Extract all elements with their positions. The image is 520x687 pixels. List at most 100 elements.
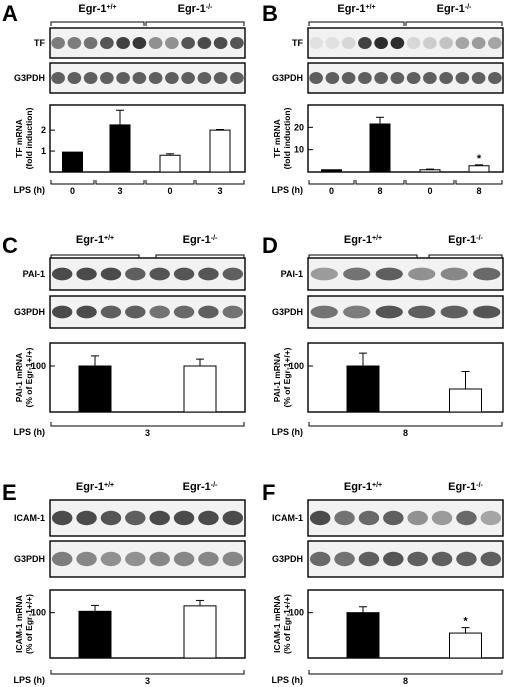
lps-label: LPS (h) bbox=[14, 427, 46, 437]
genotype-label: Egr-1+/+ bbox=[337, 3, 375, 15]
lps-bracket bbox=[308, 180, 355, 185]
lps-row: LPS (h) 0 3 0 3 bbox=[14, 180, 245, 196]
panel-c: C Egr-1+/+ Egr-1-/- PAI-1 G3PDH 100 PAI-1 mRNA… bbox=[2, 233, 246, 438]
panel-f: F Egr-1+/+ Egr-1-/- ICAM-1 G3PDH 100 ICAM-1 mR… bbox=[262, 480, 504, 686]
blot-band bbox=[148, 72, 163, 84]
y-tick-label: 100 bbox=[289, 608, 304, 618]
blot-label: G3PDH bbox=[14, 73, 45, 83]
blot-label: TF bbox=[34, 38, 45, 48]
lps-value: 0 bbox=[427, 186, 432, 196]
lps-label: LPS (h) bbox=[272, 185, 304, 195]
blot-band bbox=[383, 510, 404, 526]
y-axis-label: (% of Egr-1+/+) bbox=[282, 347, 292, 407]
y-axis-label: (% of Egr-1+/+) bbox=[24, 594, 34, 654]
blot-band bbox=[309, 551, 331, 567]
blot-band bbox=[309, 72, 323, 84]
bar bbox=[419, 169, 441, 173]
blot-band bbox=[358, 551, 380, 567]
blot-band bbox=[165, 37, 179, 49]
y-axis-label: TF mRNA bbox=[272, 119, 282, 158]
blot-band bbox=[408, 267, 436, 281]
blot-band bbox=[375, 267, 403, 281]
y-axis-label: (% of Egr-1+/+) bbox=[24, 347, 34, 407]
blot-band bbox=[148, 37, 163, 49]
blot-label: G3PDH bbox=[272, 554, 303, 564]
blot-band bbox=[473, 267, 501, 281]
blot-band bbox=[455, 72, 470, 84]
blot-band bbox=[198, 510, 219, 526]
genotype-bracket bbox=[405, 21, 503, 26]
lps-bracket bbox=[355, 180, 405, 185]
lps-bracket bbox=[308, 670, 503, 675]
blot-tf: TF bbox=[292, 27, 504, 59]
blot-band bbox=[181, 72, 195, 84]
blot-g3pdh: G3PDH bbox=[272, 295, 504, 329]
blot-pai-1: PAI-1 bbox=[281, 257, 504, 291]
blot-band bbox=[310, 305, 338, 319]
blot-band bbox=[149, 305, 170, 319]
blot-band bbox=[132, 37, 147, 49]
blot-band bbox=[125, 305, 146, 319]
bar bbox=[449, 388, 482, 413]
blot-g3pdh: G3PDH bbox=[14, 62, 246, 94]
blot-frame bbox=[307, 27, 504, 59]
lps-value: 0 bbox=[329, 186, 334, 196]
y-axis-label: (fold induction) bbox=[282, 107, 292, 169]
blot-band bbox=[408, 305, 436, 319]
blot-band bbox=[334, 510, 355, 526]
y-tick-label: 10 bbox=[294, 145, 304, 155]
blot-band bbox=[198, 267, 219, 281]
blot-band bbox=[51, 305, 73, 319]
blot-label: G3PDH bbox=[14, 307, 45, 317]
blot-frame bbox=[49, 62, 246, 94]
lps-label: LPS (h) bbox=[14, 185, 46, 195]
y-axis-label: (fold induction) bbox=[24, 107, 34, 169]
blot-band bbox=[431, 551, 453, 567]
blot-band bbox=[439, 72, 453, 84]
panel-letter: A bbox=[2, 1, 18, 26]
panel-e: E Egr-1+/+ Egr-1-/- ICAM-1 G3PDH 100 ICAM-1 mR… bbox=[2, 480, 246, 686]
blot-band bbox=[456, 551, 477, 567]
bar-chart: 10 20 TF mRNA (fold induction) * bbox=[272, 104, 504, 173]
blot-label: TF bbox=[292, 38, 303, 48]
blot-band bbox=[149, 510, 170, 526]
y-axis-label: PAI-1 mRNA bbox=[14, 353, 24, 402]
significance-star: * bbox=[477, 153, 482, 165]
blot-band bbox=[100, 510, 122, 526]
bar bbox=[183, 365, 217, 413]
y-tick-label: 100 bbox=[31, 361, 46, 371]
blot-band bbox=[197, 72, 212, 84]
blot-band bbox=[198, 305, 219, 319]
blot-band bbox=[173, 551, 195, 567]
blot-pai-1: PAI-1 bbox=[23, 257, 246, 291]
blot-band bbox=[374, 72, 388, 84]
genotype-label: Egr-1-/- bbox=[437, 3, 472, 15]
bar-chart: 100 ICAM-1 mRNA (% of Egr-1+/+) * bbox=[272, 589, 504, 659]
blot-band bbox=[213, 37, 228, 49]
blot-band bbox=[181, 37, 195, 49]
blot-band bbox=[132, 72, 147, 84]
blot-band bbox=[222, 305, 244, 319]
lps-row: LPS (h) 3 bbox=[14, 670, 245, 686]
bar bbox=[109, 124, 131, 173]
y-axis-label: (% of Egr-1+/+) bbox=[282, 594, 292, 654]
panel-letter: B bbox=[262, 1, 278, 26]
blot-band bbox=[406, 72, 421, 84]
blot-band bbox=[230, 72, 244, 84]
blot-band bbox=[473, 305, 501, 319]
lps-bracket bbox=[195, 180, 245, 185]
blot-frame bbox=[49, 27, 246, 59]
blot-band bbox=[165, 72, 179, 84]
blot-frame bbox=[307, 62, 504, 94]
blot-label: G3PDH bbox=[272, 307, 303, 317]
blot-band bbox=[407, 510, 428, 526]
panel-letter: E bbox=[2, 480, 17, 505]
blot-band bbox=[83, 37, 98, 49]
bar bbox=[449, 632, 482, 659]
chart-frame bbox=[49, 342, 246, 413]
blot-frame bbox=[307, 295, 504, 329]
lps-value: 3 bbox=[145, 676, 150, 686]
lps-value: 3 bbox=[217, 186, 222, 196]
blot-band bbox=[375, 305, 403, 319]
blot-band bbox=[343, 267, 371, 281]
